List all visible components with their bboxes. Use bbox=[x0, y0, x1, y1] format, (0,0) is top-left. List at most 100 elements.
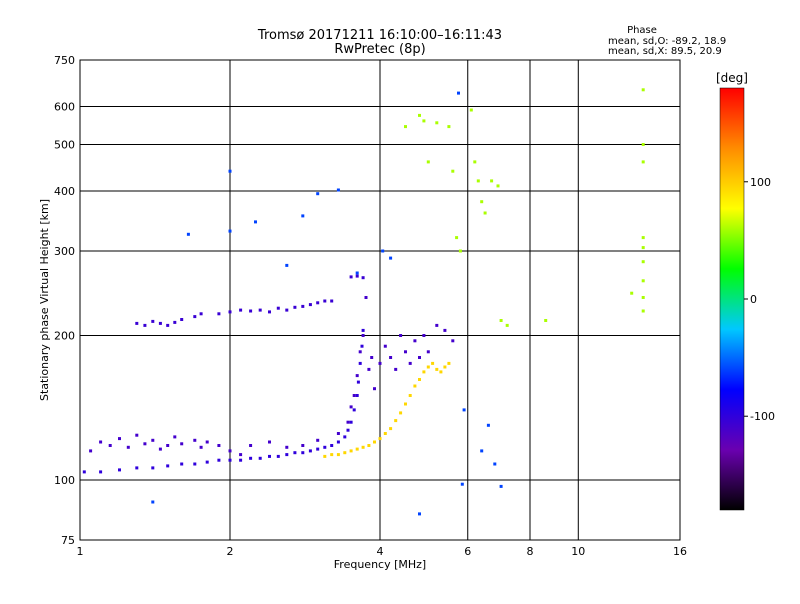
echo-point bbox=[455, 236, 459, 240]
echo-point bbox=[360, 344, 364, 348]
echo-point bbox=[443, 328, 447, 332]
echo-point bbox=[404, 350, 407, 354]
echo-point bbox=[285, 445, 289, 449]
echo-point bbox=[469, 108, 473, 112]
grid-lines bbox=[80, 60, 680, 540]
y-tick-label: 200 bbox=[54, 330, 75, 343]
echo-point bbox=[378, 361, 382, 365]
echo-point bbox=[336, 188, 340, 192]
plot-frame bbox=[79, 59, 681, 541]
echo-point bbox=[228, 229, 232, 233]
echo-point bbox=[435, 121, 439, 125]
stats-x-mode: mean, sd,X: 89.5, 20.9 bbox=[608, 46, 722, 57]
y-tick-label: 400 bbox=[54, 185, 75, 198]
echo-point bbox=[439, 370, 443, 374]
chart-title: Tromsø 20171211 16:10:00–16:11:43 bbox=[257, 28, 502, 43]
echo-point bbox=[641, 160, 645, 164]
x-tick-label: 16 bbox=[673, 545, 687, 558]
echo-point bbox=[268, 310, 271, 314]
echo-point bbox=[228, 458, 232, 462]
echo-point bbox=[404, 402, 407, 406]
echo-point bbox=[364, 296, 368, 299]
echo-point bbox=[473, 160, 477, 164]
echo-point bbox=[496, 184, 500, 188]
echo-point bbox=[349, 275, 353, 279]
echo-point bbox=[349, 420, 353, 424]
echo-point bbox=[641, 246, 645, 250]
echo-point bbox=[239, 453, 243, 457]
echo-point bbox=[370, 356, 374, 359]
echo-point bbox=[413, 384, 417, 388]
echo-point bbox=[316, 301, 320, 305]
echo-point bbox=[399, 411, 403, 415]
echo-point bbox=[268, 440, 271, 444]
echo-point bbox=[422, 370, 426, 374]
stats-title: Phase bbox=[627, 25, 657, 36]
echo-point bbox=[435, 323, 439, 327]
echo-point bbox=[641, 88, 645, 92]
echo-point bbox=[426, 160, 430, 164]
echo-point bbox=[352, 408, 356, 412]
echo-point bbox=[426, 350, 430, 354]
echo-point bbox=[173, 320, 177, 324]
echo-point bbox=[394, 419, 398, 423]
echo-point bbox=[108, 444, 112, 447]
echo-point bbox=[239, 458, 243, 462]
echo-point bbox=[352, 394, 356, 397]
echo-point bbox=[373, 440, 376, 444]
echo-point bbox=[361, 334, 365, 337]
echo-point bbox=[276, 454, 280, 458]
echo-point bbox=[361, 445, 365, 449]
x-tick-label: 6 bbox=[464, 545, 471, 558]
echo-point bbox=[151, 438, 155, 442]
echo-point bbox=[180, 462, 184, 466]
x-tick-label: 1 bbox=[77, 545, 84, 558]
echo-point bbox=[383, 432, 387, 435]
echo-point bbox=[135, 433, 139, 437]
echo-point bbox=[422, 334, 426, 337]
echo-point bbox=[180, 318, 184, 321]
echo-point bbox=[544, 319, 548, 322]
echo-point bbox=[82, 470, 86, 474]
echo-point bbox=[641, 143, 645, 146]
echo-point bbox=[330, 453, 334, 457]
echo-point bbox=[447, 125, 451, 129]
echo-point bbox=[151, 466, 155, 470]
echo-point bbox=[458, 249, 462, 253]
echo-point bbox=[330, 299, 334, 303]
echo-point bbox=[451, 169, 455, 173]
echo-point bbox=[404, 125, 407, 129]
echo-point bbox=[193, 315, 197, 319]
echo-point bbox=[249, 456, 253, 460]
echo-point bbox=[418, 356, 421, 359]
echo-point bbox=[408, 394, 412, 397]
echo-point bbox=[323, 445, 327, 449]
echo-point bbox=[193, 462, 197, 466]
echo-point bbox=[389, 256, 393, 260]
echo-point bbox=[158, 447, 162, 451]
echo-point bbox=[641, 309, 645, 313]
echo-point bbox=[285, 263, 289, 267]
echo-point bbox=[143, 442, 147, 446]
echo-point bbox=[166, 464, 170, 468]
colorbar bbox=[719, 87, 745, 511]
echo-point bbox=[151, 500, 155, 504]
echo-point bbox=[308, 449, 312, 453]
echo-point bbox=[355, 447, 359, 451]
echo-point bbox=[431, 361, 435, 365]
echo-point bbox=[336, 440, 340, 444]
x-axis-ticks: 1 2 4 6 8 10 16 bbox=[77, 545, 688, 558]
echo-point bbox=[99, 440, 103, 444]
y-tick-label: 750 bbox=[54, 54, 75, 67]
echo-point bbox=[285, 453, 289, 457]
echo-point bbox=[480, 449, 484, 453]
echo-point bbox=[293, 305, 297, 309]
echo-point bbox=[249, 444, 253, 447]
echo-point bbox=[217, 458, 221, 462]
echo-point bbox=[186, 232, 190, 236]
echo-point bbox=[323, 454, 327, 458]
echo-point bbox=[258, 308, 262, 312]
echo-point bbox=[346, 420, 350, 424]
y-tick-label: 600 bbox=[54, 101, 75, 114]
